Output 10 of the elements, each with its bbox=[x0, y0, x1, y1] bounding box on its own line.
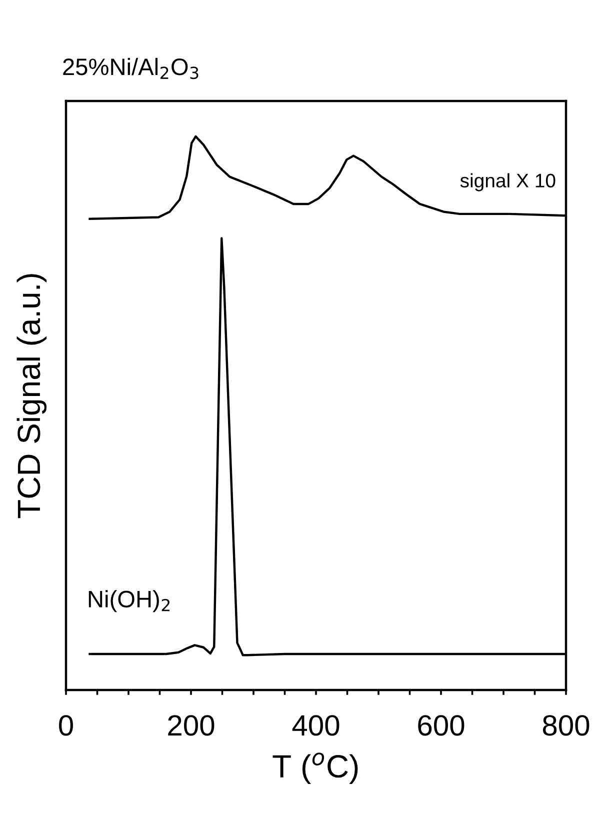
x-tick-label: 0 bbox=[59, 715, 73, 736]
annotation: signal X 10 bbox=[460, 173, 556, 192]
x-tick-label: 600 bbox=[418, 715, 464, 736]
x-tick-label: 200 bbox=[168, 715, 214, 736]
x-tick-label: 400 bbox=[292, 715, 340, 736]
series-label: Ni(OH)$_{2}$ bbox=[88, 590, 170, 612]
y-axis-title: TCD Signal (a.u.) bbox=[16, 274, 47, 518]
text: 25%Ni/Al$_{2}$O$_{3}$ bbox=[63, 58, 198, 80]
x-tick-label: 800 bbox=[542, 715, 590, 736]
x-axis-title: T ($^{o}$C) bbox=[272, 752, 358, 784]
